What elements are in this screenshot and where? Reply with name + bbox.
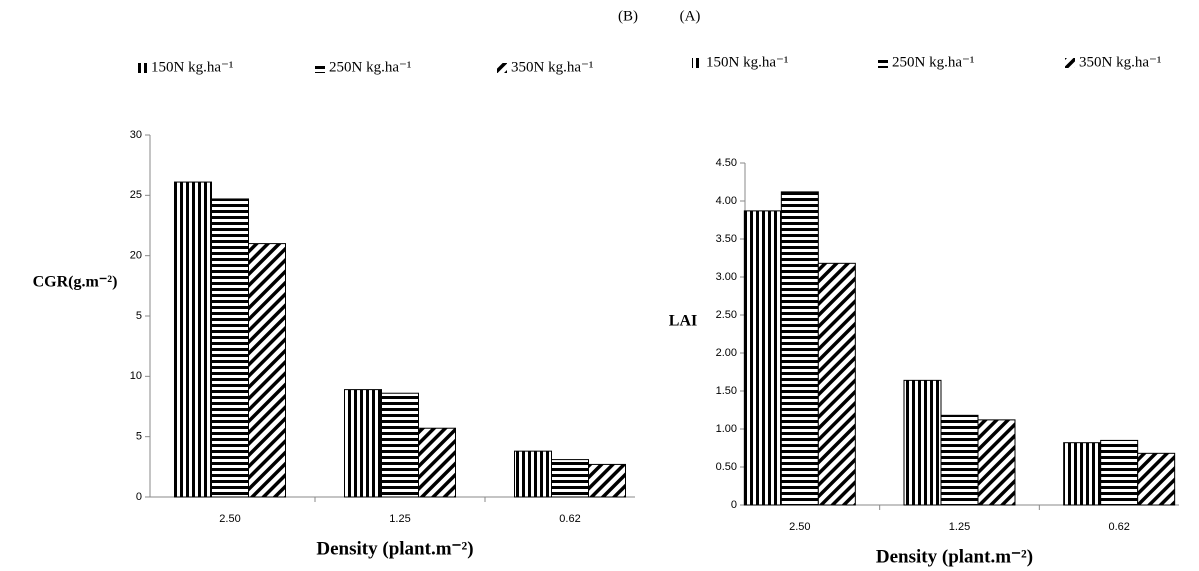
legend-swatch: [315, 63, 325, 73]
bar: [1137, 452, 1176, 506]
y-tick-label: 20: [130, 250, 142, 262]
x-axis-title: Density (plant.m⁻²): [316, 538, 473, 559]
x-tick-label: 0.62: [559, 513, 580, 525]
bar: [381, 392, 419, 498]
bar: [780, 191, 819, 506]
bar: [588, 463, 626, 498]
chart-title: (A): [680, 8, 701, 24]
y-tick-label: 10: [130, 370, 142, 382]
y-axis-title: CGR(g.m⁻²): [33, 274, 118, 291]
x-tick-label: 2.50: [789, 521, 810, 533]
bar: [903, 379, 942, 506]
bar: [817, 262, 856, 506]
legend-swatch: [692, 58, 702, 68]
legend-label: 250N kg.ha⁻¹: [892, 54, 974, 70]
legend-label: 350N kg.ha⁻¹: [1079, 54, 1161, 70]
y-tick-label: 2.50: [716, 309, 737, 321]
bar: [344, 389, 382, 498]
y-tick-label: 5: [136, 310, 142, 322]
y-tick-label: 4.00: [716, 195, 737, 207]
y-tick-label: 3.50: [716, 233, 737, 245]
y-tick-label: 25: [130, 189, 142, 201]
legend-label: 150N kg.ha⁻¹: [151, 59, 233, 75]
y-axis-title: LAI: [669, 313, 697, 330]
legend-swatch: [1065, 58, 1075, 68]
y-tick-label: 3.00: [716, 271, 737, 283]
y-tick-label: 0.50: [716, 461, 737, 473]
bar: [1100, 439, 1139, 506]
bar: [940, 414, 979, 506]
y-tick-label: 4.50: [716, 157, 737, 169]
bar: [248, 243, 286, 498]
bar: [174, 181, 212, 498]
y-tick-label: 0: [731, 499, 737, 511]
legend-label: 150N kg.ha⁻¹: [706, 54, 788, 70]
y-tick-label: 0: [136, 491, 142, 503]
chart-title: (B): [618, 8, 638, 24]
legend-label: 350N kg.ha⁻¹: [511, 59, 593, 75]
bar: [743, 210, 782, 506]
bar: [418, 427, 456, 498]
legend-swatch: [878, 58, 888, 68]
x-tick-label: 1.25: [949, 521, 970, 533]
y-tick-label: 5: [136, 431, 142, 443]
bar: [977, 419, 1016, 506]
x-tick-label: 1.25: [389, 513, 410, 525]
bar: [551, 459, 589, 498]
x-tick-label: 0.62: [1108, 521, 1129, 533]
y-tick-label: 2.00: [716, 347, 737, 359]
x-axis-title: Density (plant.m⁻²): [876, 546, 1033, 567]
y-tick-label: 1.00: [716, 423, 737, 435]
legend-label: 250N kg.ha⁻¹: [329, 59, 411, 75]
y-tick-label: 1.50: [716, 385, 737, 397]
bar: [514, 450, 552, 498]
bar: [211, 198, 249, 498]
legend-swatch: [497, 63, 507, 73]
x-tick-label: 2.50: [219, 513, 240, 525]
bar: [1063, 442, 1102, 506]
y-tick-label: 30: [130, 129, 142, 141]
legend-swatch: [137, 63, 147, 73]
